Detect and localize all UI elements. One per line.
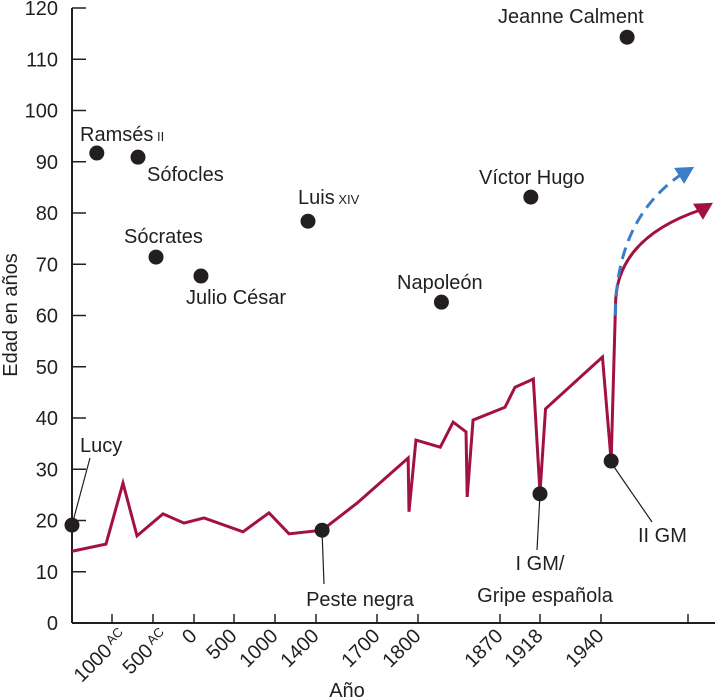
point-label: Lucy xyxy=(80,435,122,457)
point-label: Sócrates xyxy=(124,226,203,248)
y-tick-label: 30 xyxy=(36,459,58,481)
point-label-line2: Gripe española xyxy=(477,585,614,607)
leader-line xyxy=(536,493,541,551)
point-label: Sófocles xyxy=(147,164,224,186)
data-point xyxy=(193,268,209,284)
data-point xyxy=(89,145,105,161)
annotated-point: Napoleón xyxy=(397,272,483,310)
point-label: II GM xyxy=(638,525,687,547)
annotated-point: Luis XIV xyxy=(298,187,360,229)
point-label: Ramsés II xyxy=(80,124,164,146)
point-label: Jeanne Calment xyxy=(498,6,644,28)
y-tick-label: 100 xyxy=(25,101,58,123)
annotated-point: Víctor Hugo xyxy=(479,167,585,205)
leader-line xyxy=(609,460,653,523)
x-axis-title: Año xyxy=(329,680,365,700)
annotated-point: Julio César xyxy=(186,268,286,309)
x-tick-label: 1700 xyxy=(338,625,385,672)
x-tick-label: 0 xyxy=(178,625,201,648)
annotated-point: I GM/Gripe española xyxy=(477,486,614,607)
data-point xyxy=(64,517,80,533)
y-tick-label: 40 xyxy=(36,408,58,430)
annotated-point: II GM xyxy=(603,453,687,547)
y-tick-label: 80 xyxy=(36,203,58,225)
x-tick-label: 1940 xyxy=(562,625,609,672)
annotated-point: Jeanne Calment xyxy=(498,6,644,45)
y-tick-label: 110 xyxy=(26,49,58,71)
y-tick-label: 10 xyxy=(36,562,58,584)
x-tick-label: 500 AC xyxy=(118,624,173,679)
data-point xyxy=(619,29,635,45)
data-point xyxy=(603,453,619,469)
y-tick-label: 60 xyxy=(36,306,58,328)
point-label: Luis XIV xyxy=(298,187,360,209)
data-point xyxy=(523,189,539,205)
y-tick-label: 120 xyxy=(25,0,58,20)
annotated-point: Peste negra xyxy=(306,522,415,611)
arrowhead-icon xyxy=(693,202,713,220)
arrowhead-icon xyxy=(674,166,695,184)
x-tick-label: 1000 AC xyxy=(69,624,132,687)
x-tick-label: 1800 xyxy=(379,625,426,672)
annotated-point: Sócrates xyxy=(124,226,203,265)
data-point xyxy=(148,249,164,265)
y-tick-label: 90 xyxy=(36,152,58,174)
y-tick-label: 0 xyxy=(47,613,58,635)
x-tick-label: 1870 xyxy=(461,625,508,672)
marks: Lucy Ramsés II Sófocles Sócrates Julio César… xyxy=(64,6,713,611)
data-point xyxy=(300,213,316,229)
x-tick-label: 1918 xyxy=(501,625,548,672)
point-label: Víctor Hugo xyxy=(479,167,585,189)
annotated-point: Sófocles xyxy=(130,149,224,186)
x-tick-label: 500 xyxy=(202,625,241,664)
projection-arrow xyxy=(614,208,702,306)
y-tick-label: 50 xyxy=(36,357,58,379)
leader-line xyxy=(321,529,325,585)
data-point xyxy=(130,149,146,165)
y-tick-label: 70 xyxy=(36,254,58,276)
x-tick-label: 1400 xyxy=(277,625,324,672)
annotated-point: Lucy xyxy=(64,435,122,533)
annotated-point: Ramsés II xyxy=(80,124,164,161)
data-point xyxy=(433,294,449,310)
data-point xyxy=(532,486,548,502)
projection-dashed-arrow xyxy=(614,172,683,316)
x-tick-label: 1000 xyxy=(236,625,283,672)
point-label: Napoleón xyxy=(397,272,483,294)
life-expectancy-line xyxy=(71,305,617,553)
data-point xyxy=(314,522,330,538)
point-label: I GM/ xyxy=(516,553,565,575)
point-label: Peste negra xyxy=(306,589,415,611)
y-tick-label: 20 xyxy=(36,511,58,533)
leader-line xyxy=(71,457,91,526)
point-label: Julio César xyxy=(186,287,286,309)
y-axis-title: Edad en años xyxy=(0,253,22,376)
